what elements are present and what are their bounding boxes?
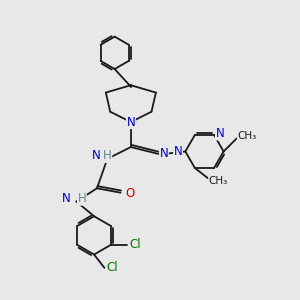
Text: H: H bbox=[103, 149, 112, 162]
Text: CH₃: CH₃ bbox=[209, 176, 228, 186]
Text: N: N bbox=[127, 116, 135, 128]
Text: N: N bbox=[62, 192, 71, 205]
Text: O: O bbox=[125, 187, 134, 200]
Text: N: N bbox=[92, 149, 101, 162]
Text: N: N bbox=[160, 147, 168, 160]
Text: N: N bbox=[174, 145, 182, 158]
Text: N: N bbox=[215, 127, 224, 140]
Text: Cl: Cl bbox=[107, 261, 118, 274]
Text: Cl: Cl bbox=[129, 238, 141, 251]
Text: H: H bbox=[78, 192, 86, 205]
Text: CH₃: CH₃ bbox=[238, 131, 257, 141]
